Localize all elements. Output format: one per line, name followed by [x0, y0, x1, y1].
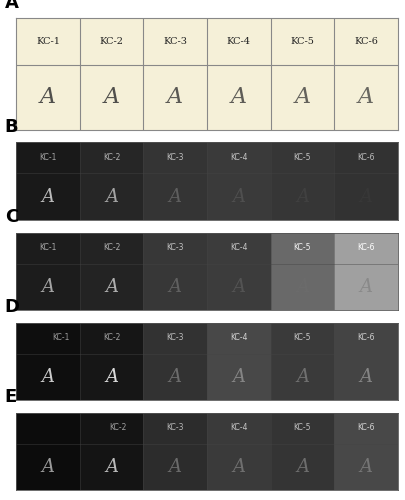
Text: A: A — [167, 86, 183, 108]
Text: A: A — [103, 86, 119, 108]
Text: KC-2: KC-2 — [99, 36, 124, 46]
Text: C: C — [5, 208, 18, 226]
Text: KC-5: KC-5 — [293, 154, 311, 162]
Text: A: A — [295, 368, 308, 386]
Text: A: A — [232, 188, 245, 206]
Text: KC-2: KC-2 — [103, 244, 120, 252]
Text: A: A — [295, 188, 308, 206]
Text: A: A — [41, 368, 54, 386]
Text: A: A — [105, 188, 118, 206]
Text: E: E — [5, 388, 17, 406]
Text: KC-2: KC-2 — [103, 334, 120, 342]
Text: KC-3: KC-3 — [166, 424, 183, 432]
Text: A: A — [40, 86, 56, 108]
Text: A: A — [359, 368, 372, 386]
Text: KC-3: KC-3 — [166, 154, 183, 162]
Bar — [80, 412, 143, 490]
Bar — [333, 322, 397, 400]
Bar — [207, 412, 270, 490]
Text: A: A — [41, 188, 54, 206]
Text: KC-2: KC-2 — [103, 154, 120, 162]
Text: KC-1: KC-1 — [39, 154, 57, 162]
Text: A: A — [168, 188, 181, 206]
Text: KC-5: KC-5 — [290, 36, 313, 46]
Text: B: B — [5, 118, 18, 136]
Text: KC-4: KC-4 — [230, 334, 247, 342]
Bar — [270, 322, 333, 400]
Text: KC-6: KC-6 — [356, 154, 374, 162]
Text: A: A — [295, 458, 308, 476]
Bar — [16, 142, 80, 220]
Text: KC-1: KC-1 — [39, 244, 57, 252]
Text: A: A — [232, 368, 245, 386]
Bar — [80, 322, 143, 400]
Bar — [16, 322, 80, 400]
Text: KC-6: KC-6 — [356, 334, 374, 342]
Text: A: A — [359, 458, 372, 476]
Bar — [270, 232, 333, 310]
Bar — [143, 412, 207, 490]
Bar — [333, 232, 397, 310]
Text: KC-5: KC-5 — [293, 244, 311, 252]
Bar — [270, 142, 333, 220]
Text: KC-3: KC-3 — [166, 334, 183, 342]
Bar — [16, 232, 80, 310]
Text: A: A — [5, 0, 19, 12]
Text: A: A — [294, 86, 310, 108]
Text: KC-5: KC-5 — [293, 334, 311, 342]
Text: A: A — [168, 458, 181, 476]
Bar — [207, 142, 270, 220]
Text: A: A — [359, 188, 372, 206]
Bar — [80, 142, 143, 220]
Text: KC-4: KC-4 — [226, 36, 250, 46]
Bar — [207, 232, 270, 310]
Text: A: A — [105, 458, 118, 476]
Bar — [333, 412, 397, 490]
Text: A: A — [359, 278, 372, 295]
Text: A: A — [105, 278, 118, 295]
Text: D: D — [5, 298, 20, 316]
Text: KC-5: KC-5 — [293, 424, 311, 432]
Text: KC-6: KC-6 — [356, 424, 374, 432]
Bar — [143, 322, 207, 400]
Text: KC-1: KC-1 — [36, 36, 60, 46]
Bar — [143, 232, 207, 310]
Text: A: A — [232, 458, 245, 476]
Text: KC-1: KC-1 — [52, 334, 69, 342]
Text: A: A — [168, 368, 181, 386]
Text: A: A — [230, 86, 246, 108]
Bar — [143, 142, 207, 220]
Text: KC-4: KC-4 — [230, 244, 247, 252]
Text: A: A — [41, 458, 54, 476]
Bar — [16, 412, 80, 490]
Text: KC-6: KC-6 — [356, 244, 374, 252]
Bar — [270, 412, 333, 490]
Text: KC-3: KC-3 — [163, 36, 187, 46]
Text: A: A — [295, 278, 308, 295]
Text: KC-6: KC-6 — [353, 36, 377, 46]
Text: A: A — [232, 278, 245, 295]
Bar — [333, 142, 397, 220]
Text: A: A — [41, 278, 54, 295]
Text: KC-3: KC-3 — [166, 244, 183, 252]
Text: KC-2: KC-2 — [109, 424, 126, 432]
Text: A: A — [168, 278, 181, 295]
Bar — [207, 322, 270, 400]
Text: A: A — [357, 86, 373, 108]
Bar — [80, 232, 143, 310]
Text: KC-4: KC-4 — [230, 154, 247, 162]
Text: A: A — [105, 368, 118, 386]
Text: KC-4: KC-4 — [230, 424, 247, 432]
